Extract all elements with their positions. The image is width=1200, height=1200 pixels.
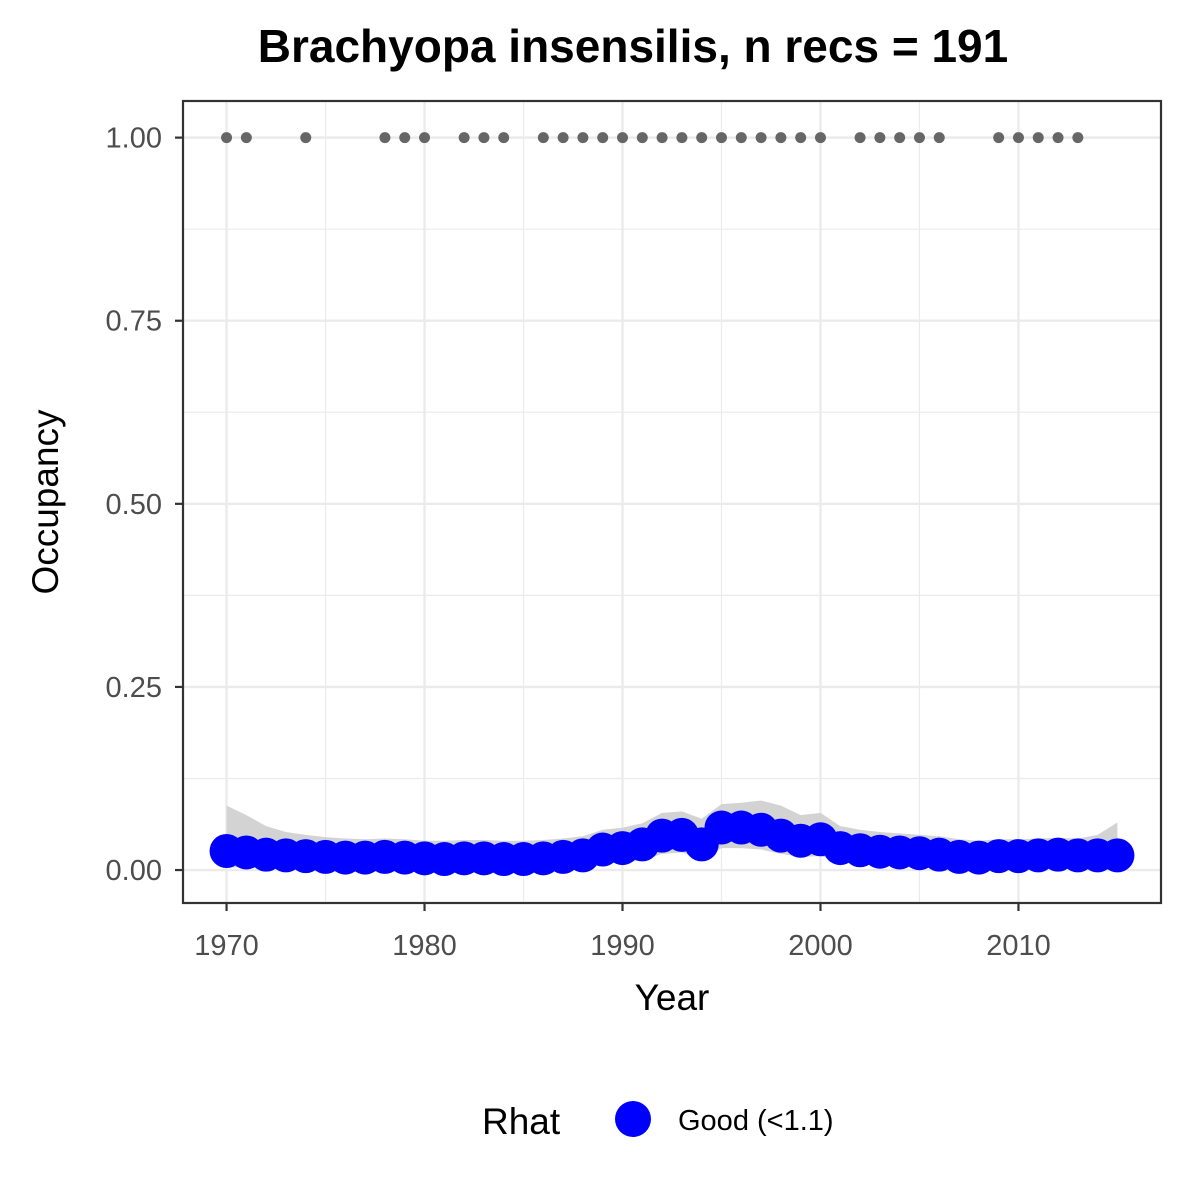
record-point	[894, 132, 906, 144]
occupancy-point	[1100, 838, 1135, 873]
x-tick-label: 1980	[392, 930, 457, 962]
y-tick-label: 0.25	[106, 672, 162, 704]
record-point	[458, 132, 470, 144]
grid-minor	[183, 101, 1161, 903]
record-point	[300, 132, 312, 144]
record-point	[775, 132, 787, 144]
record-point	[399, 132, 411, 144]
record-point	[755, 132, 767, 144]
x-tick-label: 1990	[590, 930, 655, 962]
record-point	[636, 132, 648, 144]
legend-title: Rhat	[482, 1101, 561, 1142]
record-point	[1012, 132, 1024, 144]
record-point	[874, 132, 886, 144]
y-axis-title: Occupancy	[25, 409, 66, 595]
chart-title: Brachyopa insensilis, n recs = 191	[258, 20, 1008, 72]
plot-background	[183, 101, 1161, 903]
record-point	[419, 132, 431, 144]
legend: Rhat Good (<1.1)	[482, 1101, 834, 1142]
record-point	[795, 132, 807, 144]
record-point	[478, 132, 490, 144]
y-axis: 0.00 0.25 0.50 0.75 1.00	[106, 123, 183, 887]
plot-border	[181, 99, 1163, 905]
record-points	[221, 132, 1084, 144]
x-axis: 1970 1980 1990 2000 2010	[194, 903, 1051, 962]
y-tick-label: 0.00	[106, 855, 162, 887]
record-point	[1052, 132, 1064, 144]
x-tick-label: 2000	[788, 930, 853, 962]
legend-label: Good (<1.1)	[678, 1105, 834, 1137]
record-point	[221, 132, 233, 144]
record-point	[557, 132, 569, 144]
record-point	[676, 132, 688, 144]
x-tick-label: 2010	[986, 930, 1051, 962]
record-point	[1072, 132, 1084, 144]
y-tick-label: 0.75	[106, 306, 162, 338]
record-point	[577, 132, 589, 144]
record-point	[537, 132, 549, 144]
record-point	[1032, 132, 1044, 144]
x-tick-label: 1970	[194, 930, 259, 962]
record-point	[617, 132, 629, 144]
record-point	[240, 132, 252, 144]
legend-swatch	[615, 1101, 651, 1137]
record-point	[993, 132, 1005, 144]
record-point	[597, 132, 609, 144]
record-point	[715, 132, 727, 144]
record-point	[498, 132, 510, 144]
record-point	[656, 132, 668, 144]
y-tick-label: 1.00	[106, 123, 162, 155]
record-point	[379, 132, 391, 144]
record-point	[913, 132, 925, 144]
record-point	[814, 132, 826, 144]
record-point	[854, 132, 866, 144]
record-point	[933, 132, 945, 144]
x-axis-title: Year	[635, 977, 710, 1018]
y-tick-label: 0.50	[106, 489, 162, 521]
record-point	[696, 132, 708, 144]
record-point	[735, 132, 747, 144]
occupancy-points	[209, 810, 1135, 877]
